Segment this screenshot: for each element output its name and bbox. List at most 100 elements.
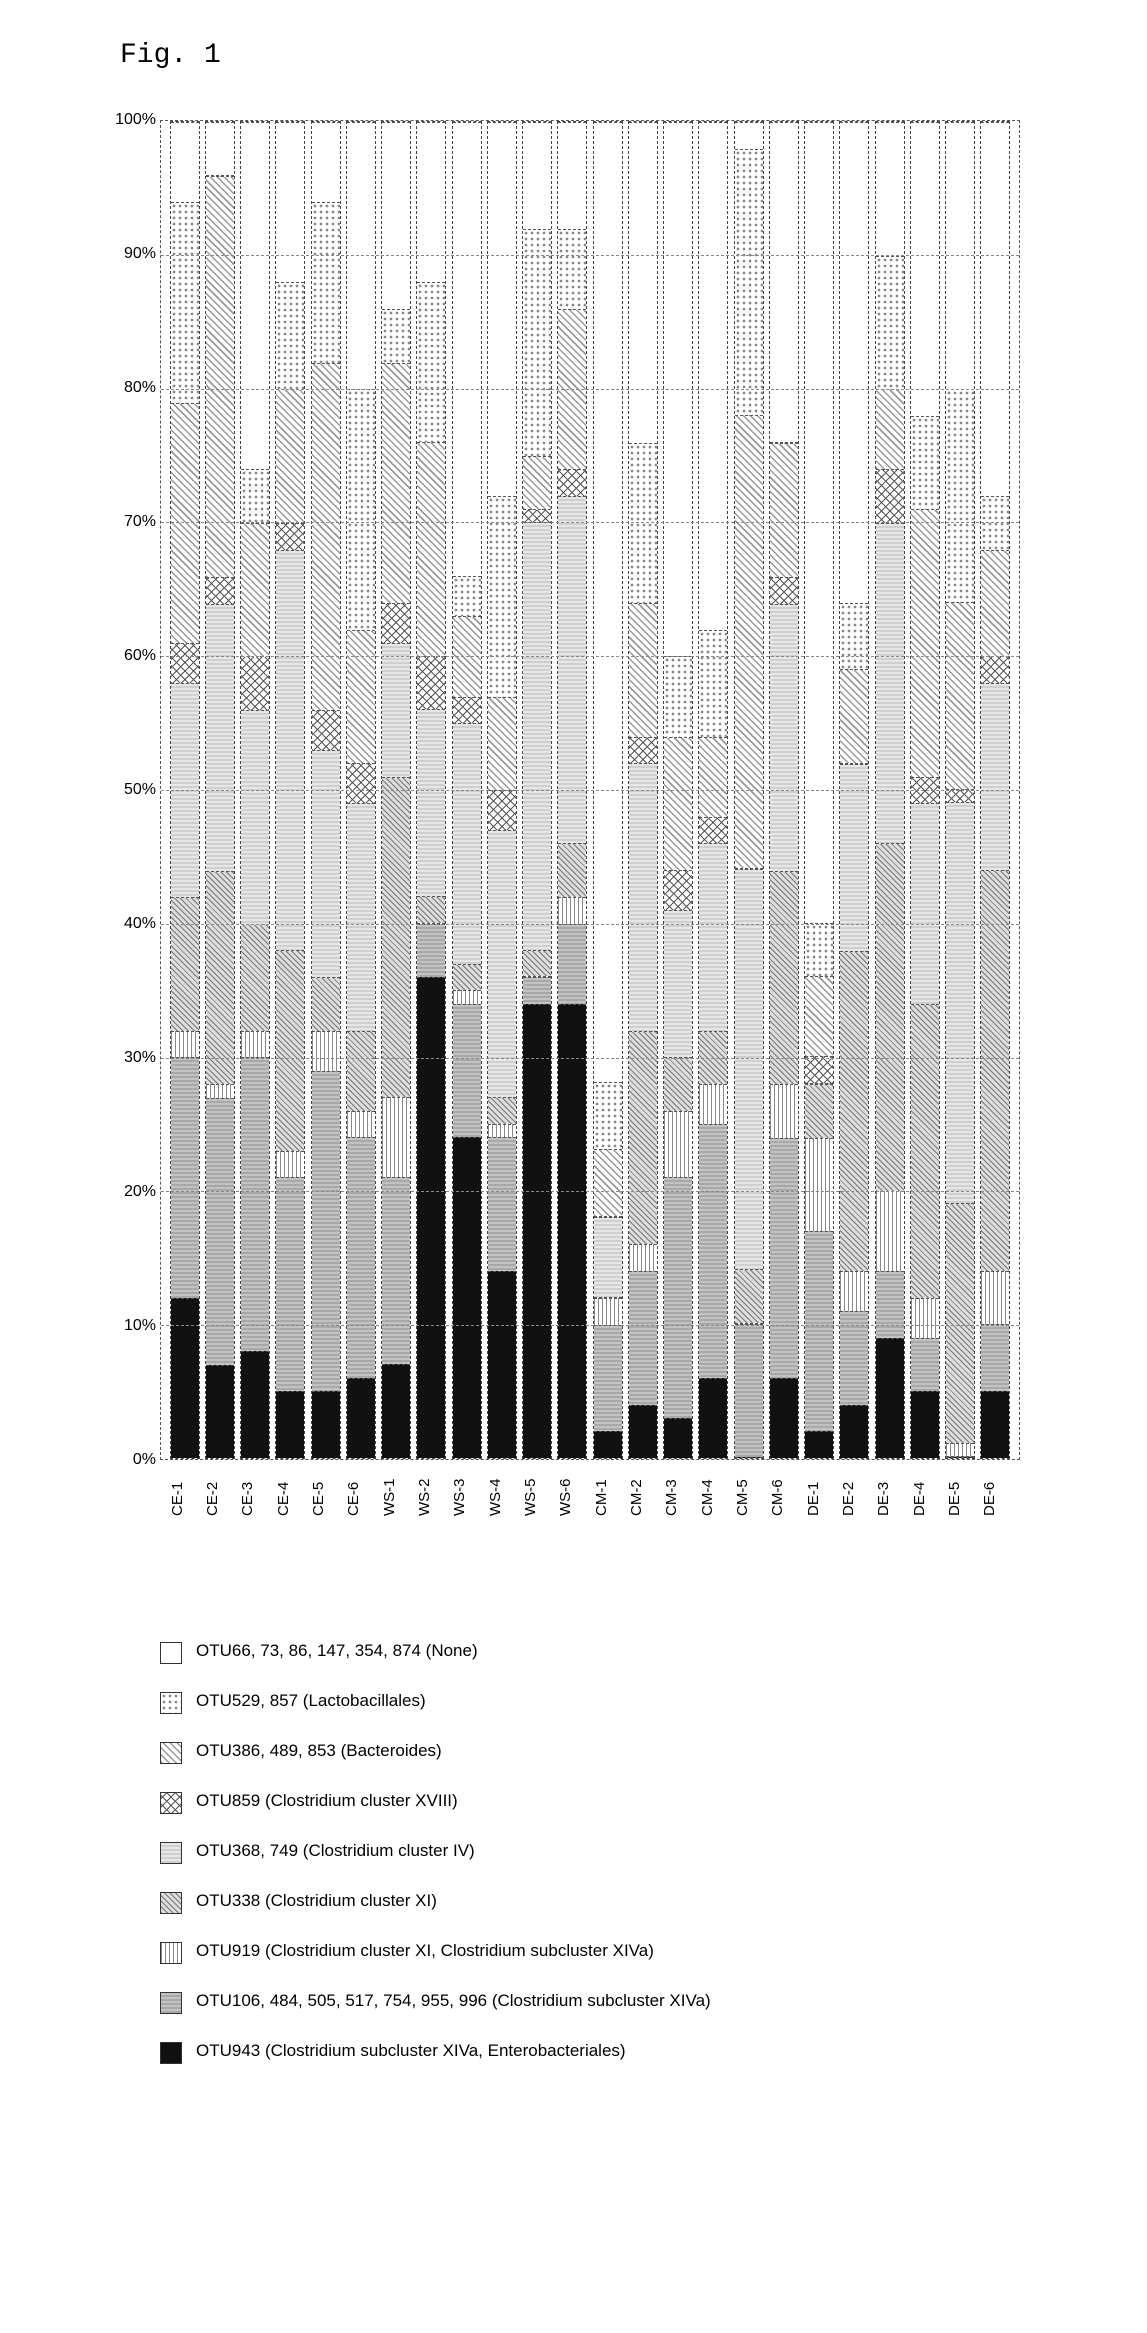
legend-swatch: [160, 1842, 182, 1864]
bar-segment: [840, 669, 868, 762]
bar-segment: [946, 602, 974, 789]
bar-segment: [312, 1071, 340, 1392]
gridline: [161, 790, 1019, 791]
bar-segment: [453, 1137, 481, 1458]
bar-segment: [594, 122, 622, 1082]
legend-label: OTU368, 749 (Clostridium cluster IV): [196, 1840, 475, 1861]
bar-segment: [206, 1084, 234, 1097]
bar-segment: [981, 122, 1009, 496]
bar-segment: [417, 122, 445, 282]
bar-segment: [347, 763, 375, 803]
bar-segment: [911, 416, 939, 510]
bar-segment: [241, 1057, 269, 1351]
x-tick: WS-4: [487, 1460, 517, 1520]
bar-segment: [488, 1271, 516, 1458]
bar-segment: [417, 442, 445, 656]
bar-segment: [594, 1325, 622, 1432]
bar-segment: [312, 122, 340, 202]
y-tick: 80%: [100, 379, 156, 397]
gridline: [161, 924, 1019, 925]
bar-segment: [629, 1244, 657, 1271]
x-tick: CM-3: [663, 1460, 693, 1520]
bar-segment: [206, 122, 234, 175]
bar-segment: [664, 737, 692, 871]
bar-segment: [382, 1177, 410, 1364]
bar-segment: [946, 802, 974, 1202]
x-tick: DE-3: [875, 1460, 905, 1520]
y-tick: 40%: [100, 915, 156, 933]
bar-segment: [629, 603, 657, 737]
bar-segment: [523, 522, 551, 949]
legend-item: OTU338 (Clostridium cluster XI): [160, 1890, 1020, 1914]
bar-segment: [453, 964, 481, 991]
bar-segment: [347, 630, 375, 764]
bar-segment: [840, 764, 868, 951]
bar-segment: [276, 523, 304, 550]
bar-segment: [241, 924, 269, 1031]
bar-segment: [946, 1443, 974, 1456]
bar-segment: [735, 415, 763, 868]
bar-segment: [629, 1271, 657, 1405]
bar-segment: [770, 604, 798, 871]
bar-segment: [911, 1004, 939, 1298]
bar-segment: [171, 202, 199, 402]
y-tick: 10%: [100, 1317, 156, 1335]
legend-swatch: [160, 1942, 182, 1964]
bar-segment: [805, 1084, 833, 1137]
x-axis: CE-1CE-2CE-3CE-4CE-5CE-6WS-1WS-2WS-3WS-4…: [160, 1460, 1020, 1520]
bar-segment: [946, 389, 974, 602]
bar-segment: [312, 750, 340, 977]
y-tick: 0%: [100, 1451, 156, 1469]
bar-segment: [206, 604, 234, 871]
bar-segment: [805, 976, 833, 1056]
bar-segment: [876, 1271, 904, 1338]
x-tick: CM-4: [699, 1460, 729, 1520]
x-tick: CE-6: [345, 1460, 375, 1520]
y-tick: 60%: [100, 647, 156, 665]
bar-segment: [206, 577, 234, 604]
x-tick: WS-6: [557, 1460, 587, 1520]
gridline: [161, 522, 1019, 523]
bar-segment: [206, 1365, 234, 1458]
bar-segment: [382, 603, 410, 643]
bar-segment: [453, 990, 481, 1003]
legend-item: OTU386, 489, 853 (Bacteroides): [160, 1740, 1020, 1764]
bar-segment: [558, 496, 586, 843]
content-area: 0%10%20%30%40%50%60%70%80%90%100% CE-1CE…: [100, 120, 1020, 2220]
bar-segment: [770, 1138, 798, 1378]
bar-segment: [699, 630, 727, 737]
legend-swatch: [160, 2042, 182, 2064]
bar-segment: [171, 1057, 199, 1297]
bar-segment: [840, 1271, 868, 1311]
x-tick: CM-2: [628, 1460, 658, 1520]
bar-segment: [840, 122, 868, 603]
bar-segment: [911, 1391, 939, 1458]
bar-segment: [241, 1031, 269, 1058]
bar-segment: [171, 1298, 199, 1458]
legend-swatch: [160, 1742, 182, 1764]
bar-segment: [382, 1364, 410, 1458]
bar-segment: [664, 1177, 692, 1417]
bar-segment: [382, 1097, 410, 1177]
bar-segment: [770, 871, 798, 1085]
bar-segment: [558, 897, 586, 924]
bar-segment: [558, 924, 586, 1004]
bar-segment: [312, 710, 340, 750]
bar-segment: [276, 389, 304, 523]
legend-item: OTU529, 857 (Lactobacillales): [160, 1690, 1020, 1714]
bar-segment: [276, 1391, 304, 1458]
bar-segment: [488, 790, 516, 830]
bar-segment: [241, 469, 269, 522]
gridline: [161, 255, 1019, 256]
bar-segment: [312, 1031, 340, 1071]
bar-segment: [276, 122, 304, 282]
bar-segment: [664, 1111, 692, 1178]
legend-label: OTU106, 484, 505, 517, 754, 955, 996 (Cl…: [196, 1990, 711, 2011]
bar-segment: [664, 1057, 692, 1110]
gridline: [161, 656, 1019, 657]
bar-segment: [876, 256, 904, 390]
bar-segment: [770, 1378, 798, 1458]
bar-segment: [382, 777, 410, 1098]
bar-segment: [453, 697, 481, 724]
bar-segment: [312, 202, 340, 362]
